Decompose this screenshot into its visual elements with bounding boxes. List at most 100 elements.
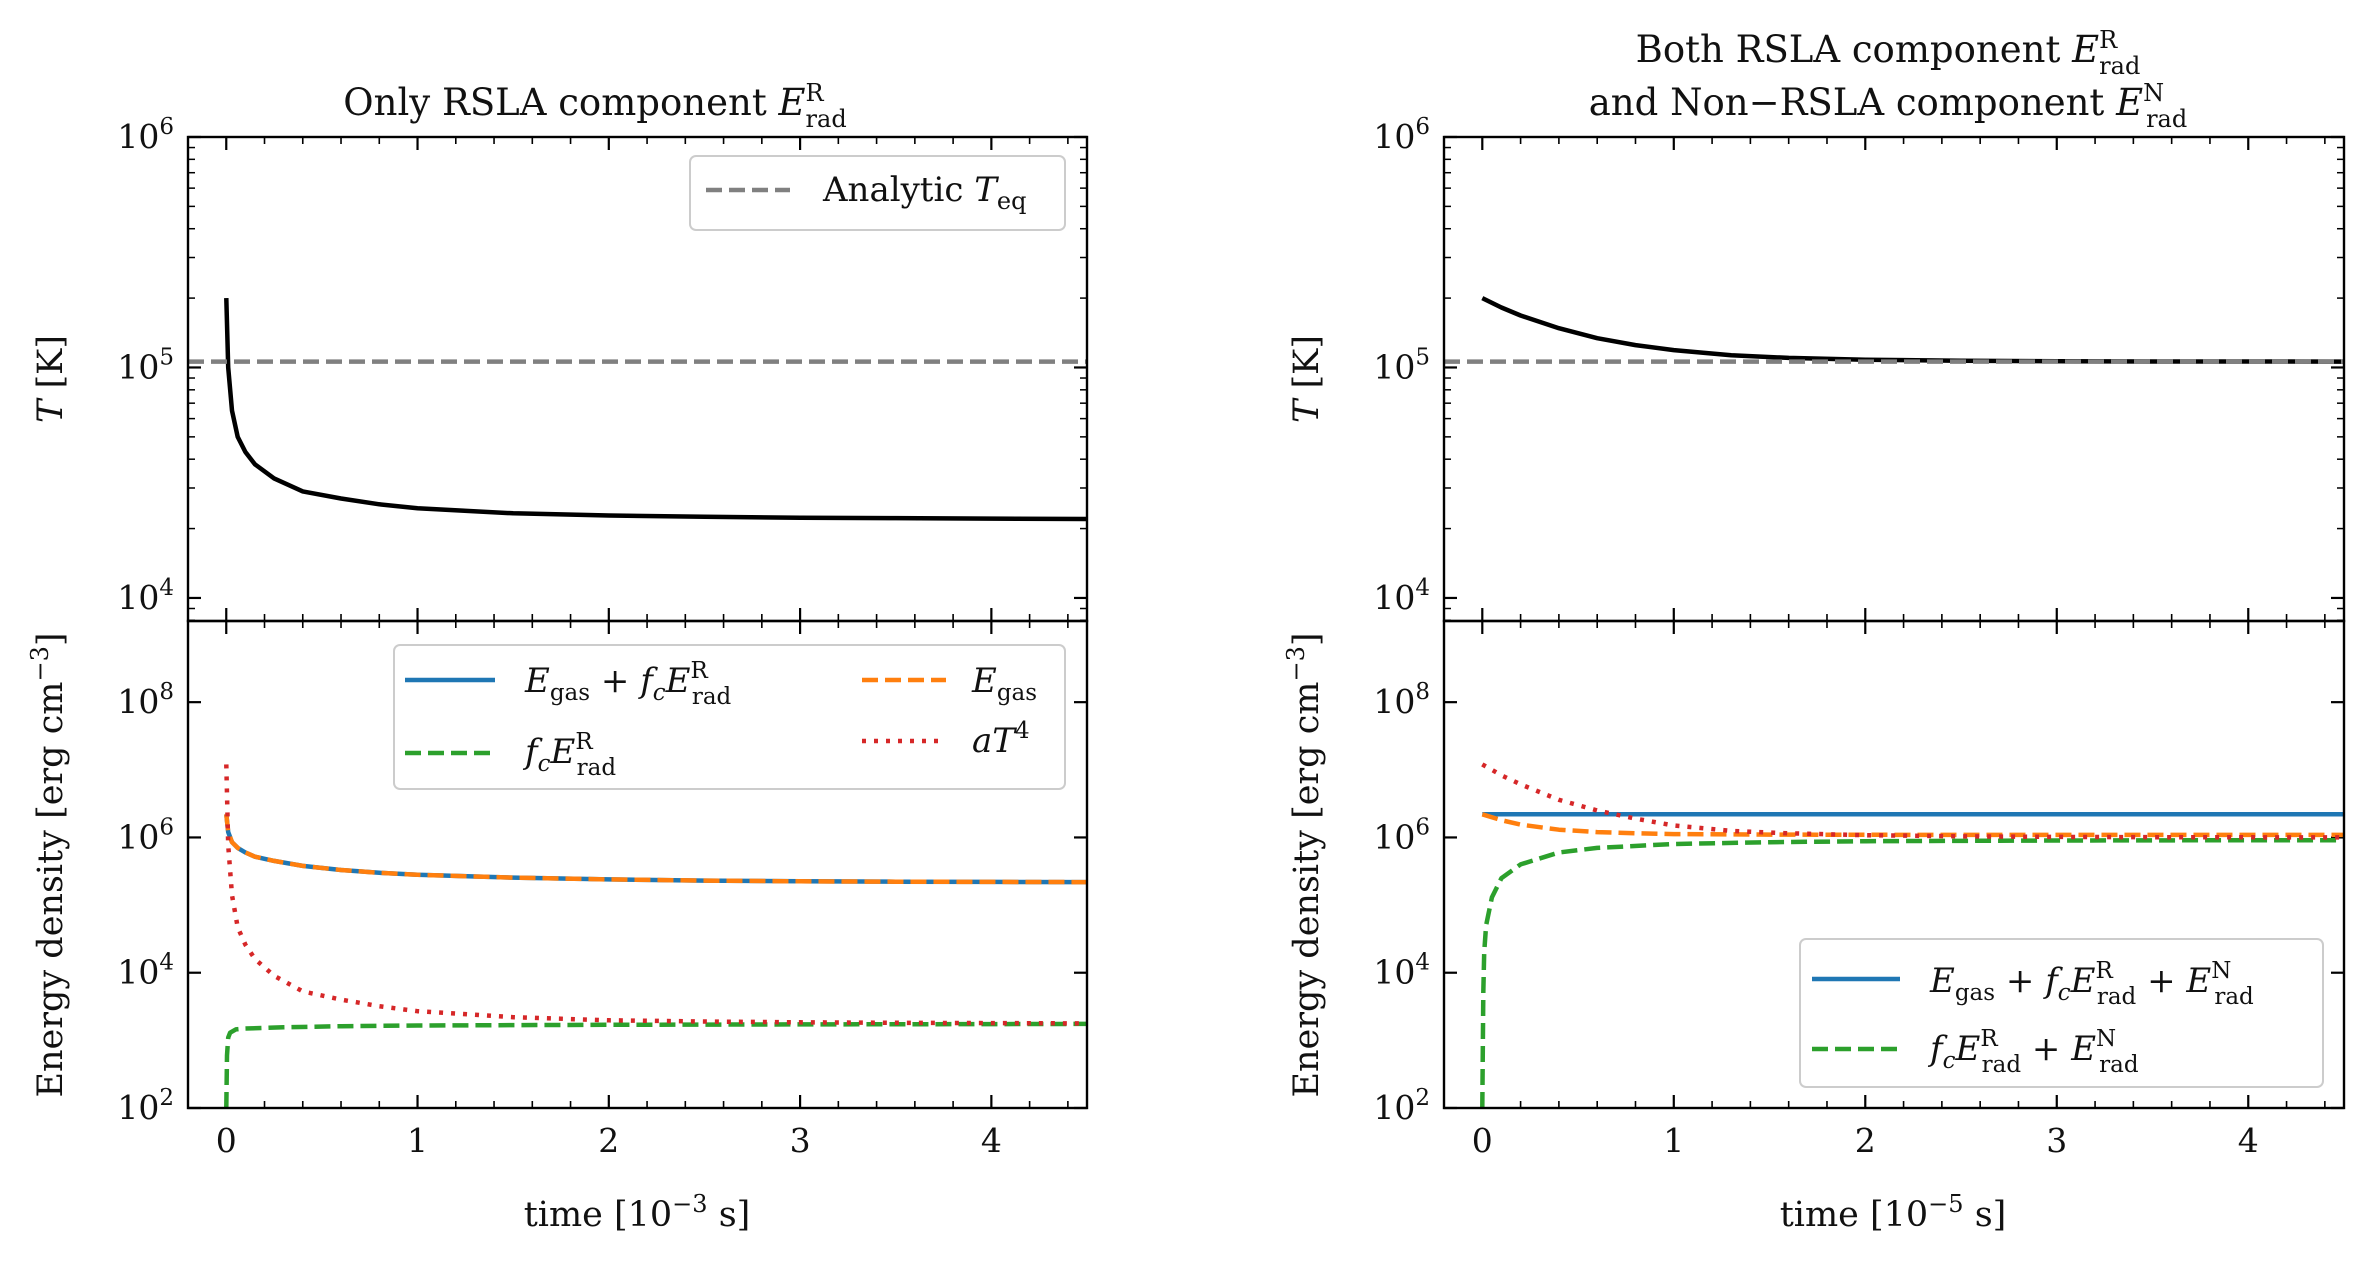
right-bottom-xtick-label: 4 [2238,1121,2259,1160]
legend-label-analytic: Analytic Teq [822,170,1026,215]
left-top-ytick-exp: 4 [159,575,174,601]
right-title-sup-1: R [2099,26,2118,54]
right-top-ytick-base: 10 [1373,578,1415,617]
left-title-text: Only RSLA component [343,81,767,124]
left-title: Only RSLA component ER rad [343,79,846,133]
right-bottom-xtick-label: 3 [2046,1121,2067,1160]
right-bottom-ytick-base: 10 [1373,817,1415,856]
left-top-plot-area [188,298,1087,522]
left-bottom-ylabel: Energy density [erg cm−3] [26,632,71,1097]
right-top-ylabel: T [K] [1287,335,1327,423]
left-top-ylabel: T [K] [31,335,71,423]
left-bottom-ytick-label: 102 [117,1085,174,1127]
right-bottom-legend-box [1799,938,2324,1088]
left-bottom-legend: Egas + fcER rad fcER rad Egas aT4 [393,644,1066,790]
right-top-ytick-label: 104 [1373,575,1430,617]
left-top-ytick-base: 10 [117,347,159,386]
right-top-ytick-base: 10 [1373,117,1415,156]
left-top-ytick-exp: 6 [159,114,174,140]
left-top-series-0 [224,298,1087,522]
left-bottom-plot-area [224,764,1087,1108]
left-bottom-xtick-label: 4 [981,1121,1002,1160]
right-bottom-ylabel: Energy density [erg cm−3] [1282,632,1327,1097]
right-bottom-xtick-label: 2 [1855,1121,1876,1160]
left-xlabel: time [10−3 s] [524,1190,751,1235]
legend-label-total: Egas + fcER rad + EN rad [1929,958,2254,1010]
legend-analytic-T: T [974,170,999,210]
right-top-axes-frame [1442,135,2346,623]
left-bottom-series [224,764,1087,1108]
left-bottom-xtick-label: 2 [598,1121,619,1160]
left-title-sup: R [805,79,824,107]
right-top-ylabel-symbol: T [1287,397,1327,423]
right-bottom-series-2 [1480,837,2344,1108]
left-top-ytick-label: 106 [117,114,174,156]
right-bottom-series-1 [1481,812,2344,838]
right-top-series-0 [1481,296,2344,364]
right-title-line1: Both RSLA component ER rad [1636,26,2141,80]
right-top-plot-area [1444,296,2344,364]
legend-label-egas-fcerad: Egas + fcER rad [524,658,732,710]
left-bottom-series-1 [224,814,1087,885]
right-title-symbol-2: E [2115,81,2143,124]
legend-analytic-sub: eq [997,187,1027,215]
legend-label-at4: aT4 [972,718,1030,761]
right-top-ytick-exp: 5 [1415,344,1430,370]
left-title-symbol: E [777,81,805,124]
right-title-line2: and Non−RSLA component EN rad [1589,79,2187,133]
right-bottom-ylabel-close: ] [1287,632,1327,646]
left-top-ytick-label: 105 [117,344,174,386]
right-bottom-xtick-label: 1 [1663,1121,1684,1160]
legend-label-egas: Egas [971,661,1037,706]
left-top-ytick-base: 10 [117,117,159,156]
right-title-sup-2: N [2143,79,2164,107]
right-top-ytick-base: 10 [1373,347,1415,386]
left-bottom-legend-box [393,644,1066,790]
left-bottom-ytick-base: 10 [117,817,159,856]
right-title-line2-text: and Non−RSLA component [1589,81,2105,124]
right-top-series [1444,296,2344,364]
right-bottom-xtick-label: 0 [1472,1121,1493,1160]
right-xlabel: time [10−5 s] [1780,1190,2007,1235]
left-top-ytick-base: 10 [117,578,159,617]
right-panel: Both RSLA component ER rad and Non−RSLA c… [1282,26,2346,1235]
left-bottom-series-3 [224,764,1087,1026]
left-bottom-series-0 [224,814,1087,885]
left-bottom-ytick-exp: 4 [159,950,174,976]
right-bottom-ytick-exp: 6 [1415,814,1430,840]
right-bottom-series [1480,762,2344,1108]
left-bottom-ytick-label: 108 [117,679,174,721]
left-top-legend-box [689,155,1066,231]
right-title-sub-1: rad [2099,52,2140,80]
legend-analytic-text: Analytic [822,170,963,210]
right-title-line1-text: Both RSLA component [1636,28,2061,71]
right-bottom-ytick-label: 102 [1373,1085,1430,1127]
left-top-ytick-exp: 5 [159,344,174,370]
legend-label-fcerad: fcER rad [522,729,616,781]
right-title-sub-2: rad [2146,105,2187,133]
left-bottom-xtick-label: 0 [216,1121,237,1160]
right-bottom-plot-area [1480,762,2344,1108]
left-title-sub: rad [806,105,847,133]
left-xlabel-post: s] [708,1195,751,1235]
legend-label-fcerad-en: fcER rad + EN rad [1927,1026,2139,1078]
left-bottom-ytick-exp: 6 [159,814,174,840]
right-bottom-legend: Egas + fcER rad + EN rad fcER rad + EN rad [1799,938,2324,1088]
right-bottom-ylabel-exp: −3 [1282,646,1310,681]
right-bottom-ytick-base: 10 [1373,682,1415,721]
left-bottom-xtick-label: 1 [407,1121,428,1160]
left-top-ytick-label: 104 [117,575,174,617]
left-bottom-ylabel-close: ] [31,632,71,646]
right-top-ylabel-unit: [K] [1287,335,1327,400]
right-bottom-ytick-base: 10 [1373,1088,1415,1127]
left-bottom-series-2 [224,1021,1087,1108]
left-top-ylabel-symbol: T [31,397,71,423]
right-xlabel-pre: time [10 [1780,1195,1928,1235]
right-bottom-ytick-label: 106 [1373,814,1430,856]
right-top-ytick-label: 106 [1373,114,1430,156]
left-bottom-xtick-label: 3 [790,1121,811,1160]
